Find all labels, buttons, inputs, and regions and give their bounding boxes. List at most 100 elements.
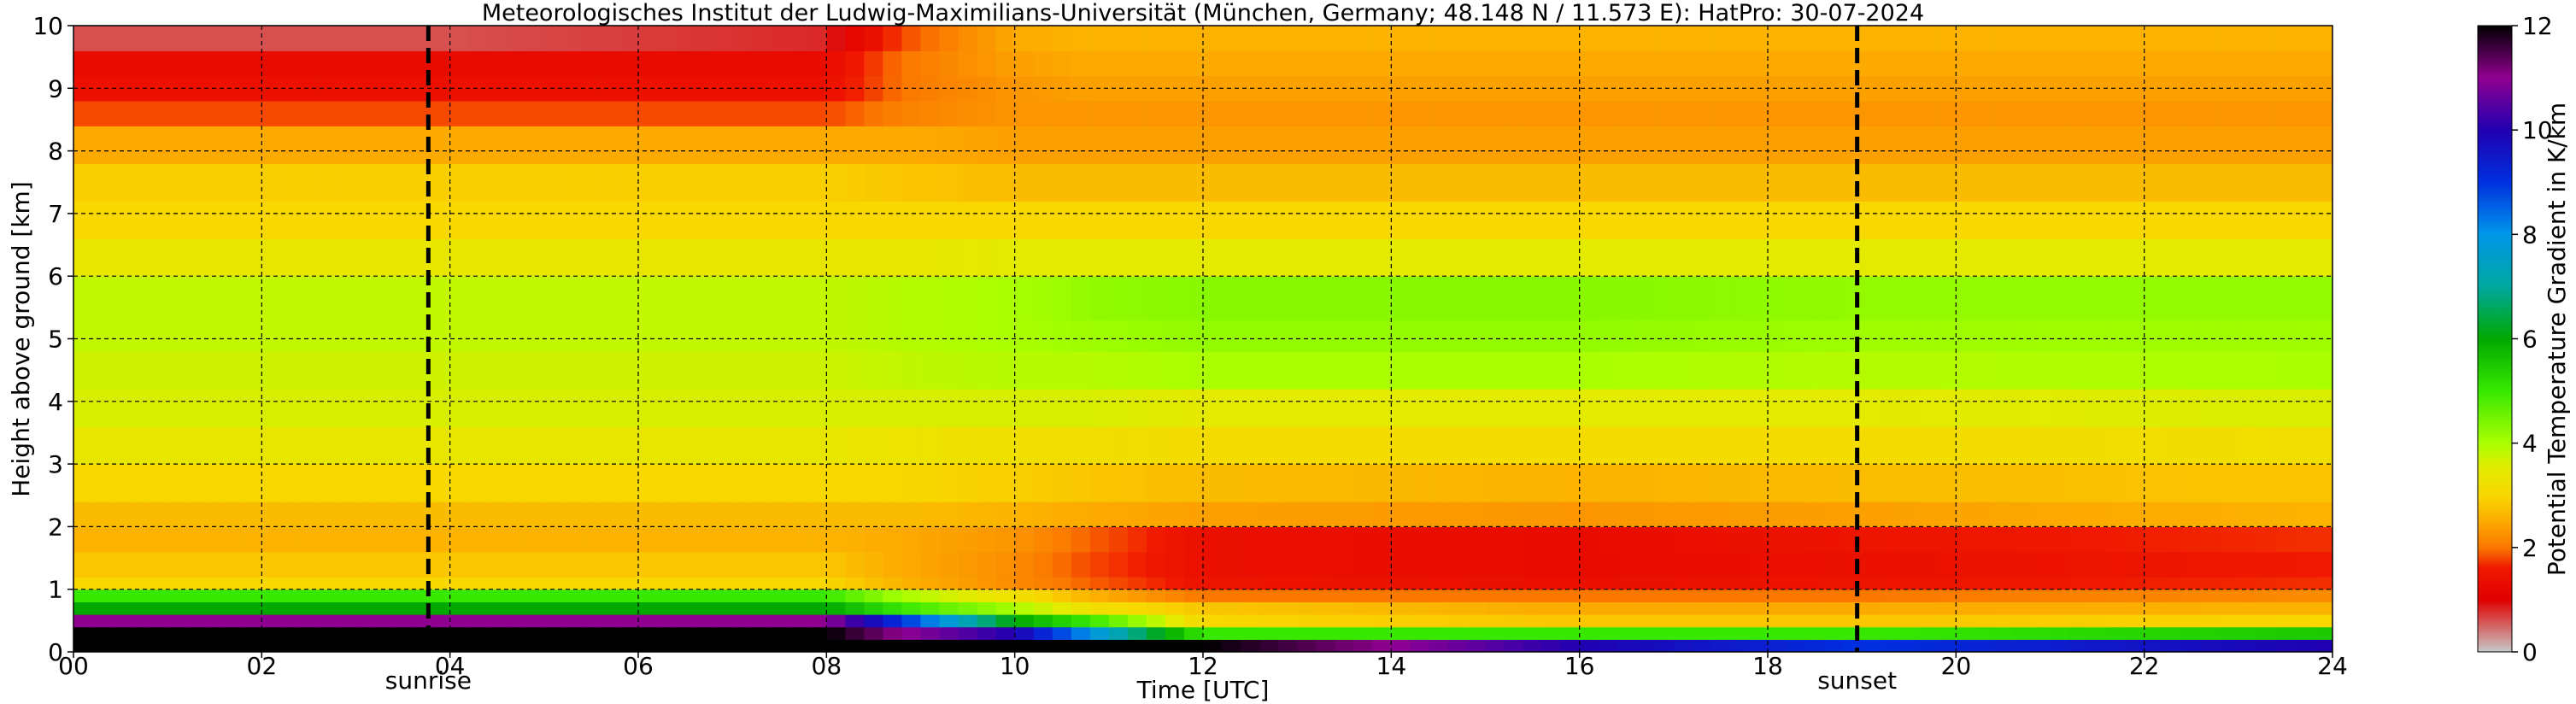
heatmap-cell bbox=[280, 276, 300, 321]
heatmap-cell bbox=[600, 464, 620, 502]
heatmap-cell bbox=[92, 589, 112, 602]
heatmap-cell bbox=[1183, 626, 1204, 640]
heatmap-cell bbox=[1918, 389, 1938, 427]
heatmap-cell bbox=[449, 502, 470, 527]
heatmap-cell bbox=[1768, 276, 1787, 321]
heatmap-cell bbox=[1259, 26, 1279, 51]
heatmap-cell bbox=[1560, 26, 1581, 51]
heatmap-cell bbox=[1560, 238, 1581, 277]
heatmap-cell bbox=[355, 50, 376, 77]
heatmap-cell bbox=[1541, 201, 1562, 239]
heatmap-cell bbox=[431, 601, 451, 615]
heatmap-cell bbox=[1466, 100, 1487, 126]
heatmap-cell bbox=[638, 320, 658, 352]
heatmap-cell bbox=[1335, 26, 1354, 51]
chart-title: Meteorologisches Institut der Ludwig-Max… bbox=[482, 0, 1924, 26]
heatmap-cell bbox=[374, 126, 395, 164]
heatmap-cell bbox=[695, 601, 714, 615]
heatmap-cell bbox=[1787, 100, 1806, 126]
heatmap-cell bbox=[186, 464, 206, 502]
heatmap-cell bbox=[1710, 589, 1731, 602]
heatmap-cell bbox=[1353, 100, 1373, 126]
heatmap-cell bbox=[2012, 626, 2033, 640]
heatmap-cell bbox=[995, 577, 1016, 590]
heatmap-cell bbox=[374, 389, 395, 427]
heatmap-cell bbox=[789, 502, 808, 527]
heatmap-cell bbox=[1805, 502, 1825, 527]
heatmap-cell bbox=[1391, 163, 1411, 202]
heatmap-cell bbox=[883, 601, 903, 615]
heatmap-cell bbox=[1560, 75, 1581, 102]
heatmap-cell bbox=[449, 464, 470, 502]
heatmap-cell bbox=[695, 464, 714, 502]
heatmap-cell bbox=[73, 351, 93, 390]
heatmap-cell bbox=[939, 502, 959, 527]
heatmap-cell bbox=[1353, 351, 1373, 390]
heatmap-cell bbox=[205, 526, 225, 553]
heatmap-cell bbox=[995, 614, 1016, 628]
heatmap-cell bbox=[1768, 351, 1787, 390]
heatmap-cell bbox=[1108, 75, 1129, 102]
heatmap-cell bbox=[1560, 276, 1581, 321]
heatmap-cell bbox=[732, 426, 752, 465]
heatmap-cell bbox=[939, 626, 959, 640]
heatmap-cell bbox=[2219, 502, 2239, 527]
heatmap-cell bbox=[1673, 426, 1693, 465]
heatmap-cell bbox=[713, 320, 733, 352]
heatmap-cell bbox=[695, 589, 714, 602]
heatmap-cell bbox=[337, 577, 357, 590]
heatmap-cell bbox=[1787, 502, 1806, 527]
heatmap-cell bbox=[1598, 464, 1618, 502]
heatmap-cell bbox=[1297, 577, 1317, 590]
heatmap-cell bbox=[1937, 100, 1957, 126]
heatmap-cell bbox=[1579, 389, 1599, 427]
heatmap-cell bbox=[1014, 320, 1035, 352]
heatmap-cell bbox=[337, 502, 357, 527]
heatmap-cell bbox=[2256, 26, 2277, 51]
heatmap-cell bbox=[995, 464, 1016, 502]
heatmap-cell bbox=[149, 639, 168, 652]
heatmap-cell bbox=[1183, 163, 1204, 202]
heatmap-cell bbox=[1391, 100, 1411, 126]
heatmap-cell bbox=[487, 163, 508, 202]
heatmap-cell bbox=[657, 601, 677, 615]
heatmap-cell bbox=[468, 426, 489, 465]
heatmap-cell bbox=[920, 577, 941, 590]
heatmap-cell bbox=[261, 238, 281, 277]
heatmap-cell bbox=[2068, 389, 2089, 427]
heatmap-cell bbox=[355, 601, 376, 615]
heatmap-cell bbox=[1899, 389, 1919, 427]
heatmap-cell bbox=[1466, 589, 1487, 602]
heatmap-cell bbox=[2087, 551, 2108, 578]
heatmap-cell bbox=[2144, 100, 2164, 126]
heatmap-cell bbox=[355, 526, 376, 553]
heatmap-cell bbox=[1183, 589, 1204, 602]
heatmap-cell bbox=[2106, 389, 2127, 427]
heatmap-cell bbox=[92, 626, 112, 640]
heatmap-cell bbox=[318, 26, 338, 51]
heatmap-cell bbox=[600, 163, 620, 202]
heatmap-cell bbox=[1993, 126, 2014, 164]
heatmap-cell bbox=[2162, 163, 2183, 202]
heatmap-cell bbox=[1937, 639, 1957, 652]
heatmap-cell bbox=[732, 601, 752, 615]
heatmap-cell bbox=[2106, 163, 2127, 202]
heatmap-cell bbox=[1937, 320, 1957, 352]
heatmap-cell bbox=[1805, 464, 1825, 502]
heatmap-cell bbox=[1071, 601, 1091, 615]
heatmap-cell bbox=[619, 276, 639, 321]
heatmap-cell bbox=[1127, 238, 1147, 277]
heatmap-cell bbox=[1598, 100, 1618, 126]
heatmap-cell bbox=[261, 614, 281, 628]
heatmap-cell bbox=[1071, 577, 1091, 590]
heatmap-cell bbox=[2275, 100, 2296, 126]
heatmap-cell bbox=[149, 351, 168, 390]
heatmap-cell bbox=[1768, 126, 1787, 164]
heatmap-cell bbox=[732, 163, 752, 202]
heatmap-cell bbox=[1748, 614, 1769, 628]
heatmap-cell bbox=[995, 351, 1016, 390]
heatmap-cell bbox=[2256, 100, 2277, 126]
heatmap-cell bbox=[431, 320, 451, 352]
heatmap-cell bbox=[1278, 201, 1298, 239]
heatmap-cell bbox=[1560, 577, 1581, 590]
